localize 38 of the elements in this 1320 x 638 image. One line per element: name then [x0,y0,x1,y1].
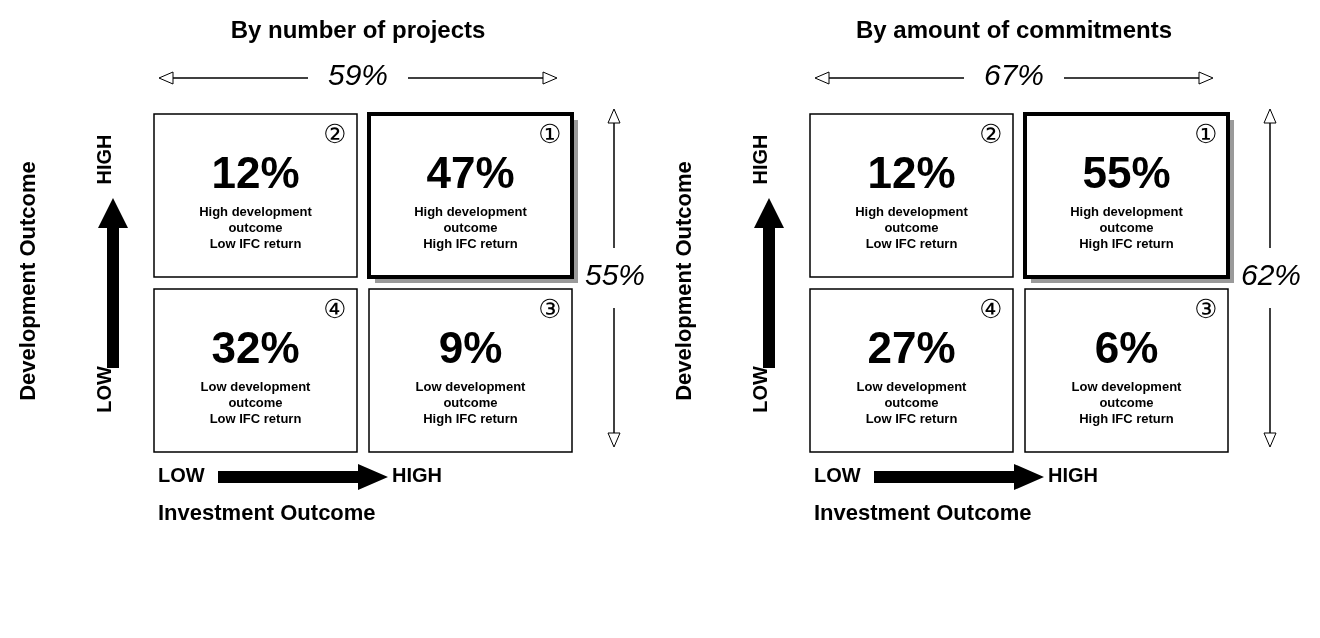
data-label: 9% [438,323,503,373]
y-axis-title: Development Outcome [15,160,41,403]
data-label: 55% [1082,148,1171,198]
data-label: 47% [426,148,515,198]
annotation: High development outcome Low IFC return [855,203,969,251]
annotation: Low development outcome High IFC return [1071,378,1183,426]
x-axis-title: Investment Outcome [158,500,376,526]
annotation: High development outcome High IFC return [1070,203,1184,251]
annotation: ② [979,118,1003,149]
annotation: ② [323,118,347,149]
annotation: 67% [982,58,1045,92]
data-label: 12% [867,148,956,198]
annotation: ④ [323,293,347,324]
y-axis-title: Development Outcome [671,160,697,403]
annotation: Low development outcome High IFC return [415,378,527,426]
data-label: 12% [211,148,300,198]
text: ③ [538,293,562,324]
annotation: Low development outcome Low IFC return [200,378,312,426]
text: ① [1194,118,1218,149]
annotation: ④ [979,293,1003,324]
data-label: 6% [1094,323,1159,373]
chart-title: By number of projects [229,16,487,44]
x-tick-label: LOW [158,464,205,487]
data-label: 32% [211,323,300,373]
x-tick-label: LOW [814,464,861,487]
annotation: High development outcome High IFC return [414,203,528,251]
x-tick-label: HIGH [392,464,442,487]
text: 62% [1239,258,1302,292]
annotation: Low development outcome Low IFC return [856,378,968,426]
data-label: 27% [867,323,956,373]
text: ① [538,118,562,149]
text: 55% [583,258,646,292]
text: ③ [1194,293,1218,324]
x-axis-title: Investment Outcome [814,500,1032,526]
annotation: High development outcome Low IFC return [199,203,313,251]
x-tick-label: HIGH [1048,464,1098,487]
annotation: 59% [326,58,389,92]
chart-title: By amount of commitments [855,16,1173,44]
